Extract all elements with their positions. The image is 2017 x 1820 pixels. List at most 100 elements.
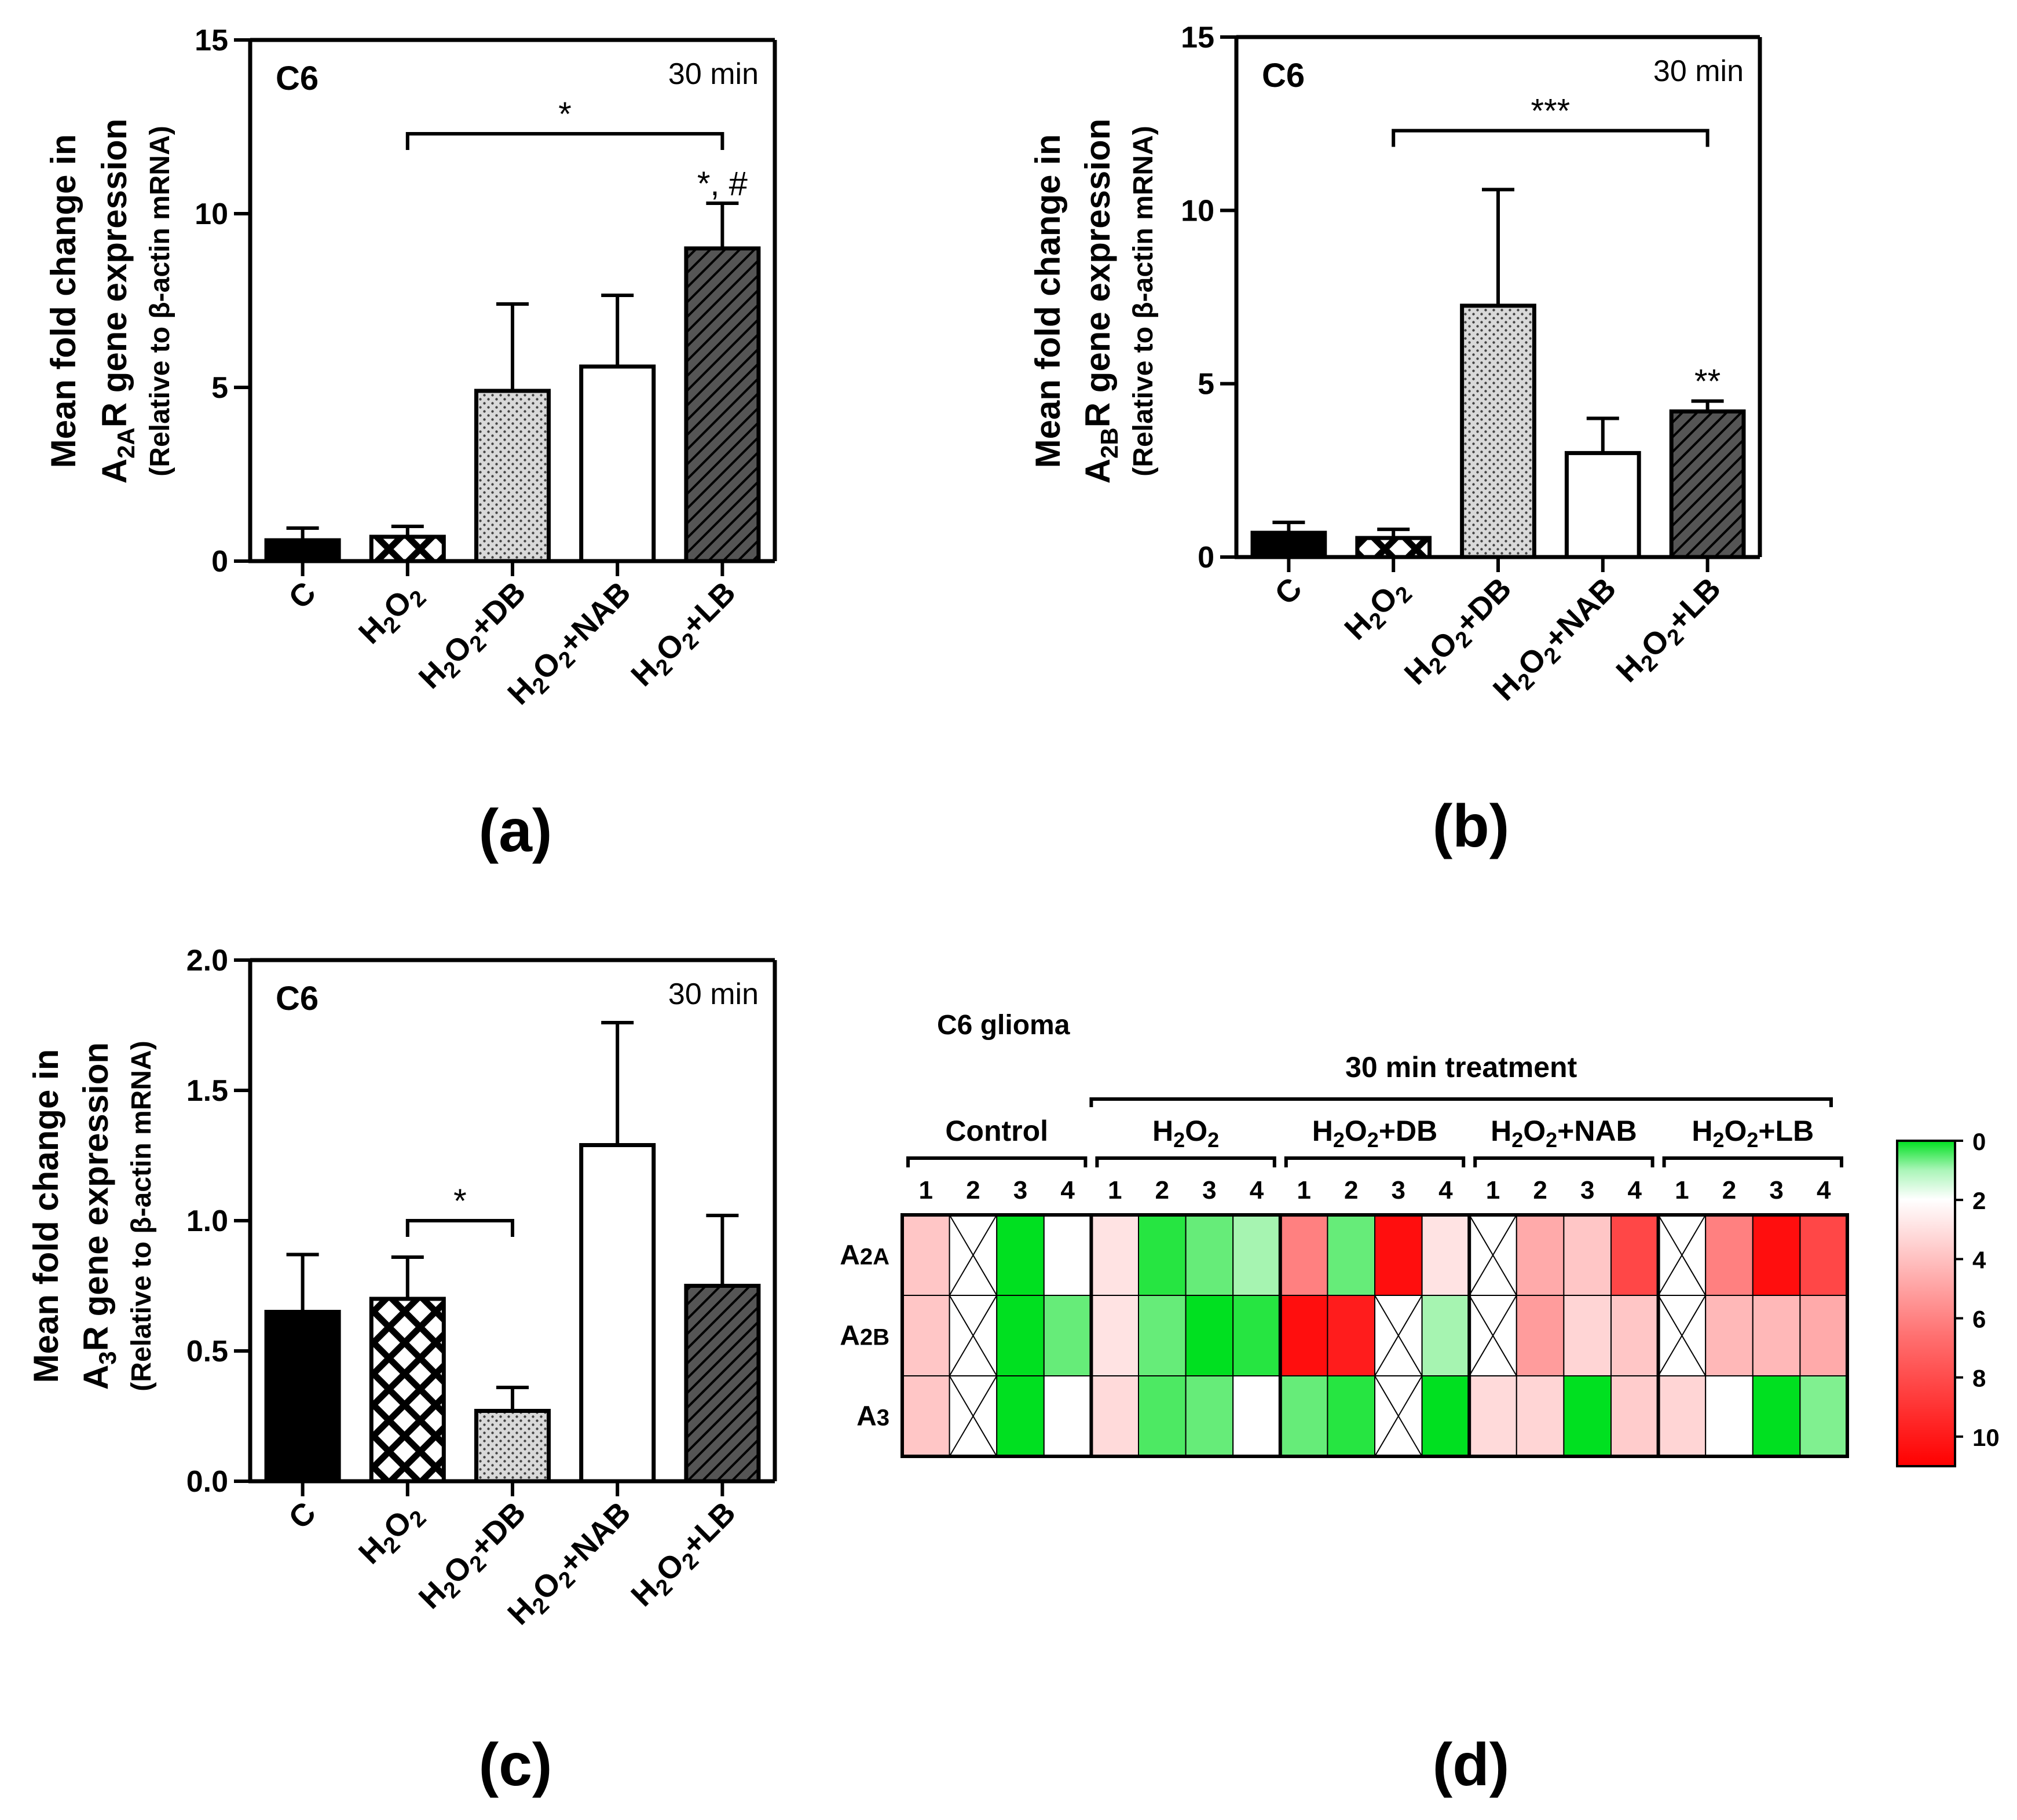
missing-cross [949,1214,998,1296]
super-group-bracket [1089,1097,1833,1107]
heatmap-cell [1279,1295,1328,1376]
color-scale-label: 10 [1972,1424,2000,1451]
heatmap-cell [1279,1214,1328,1296]
y-tick-label: 10 [1181,194,1214,228]
missing-cross [1657,1214,1707,1296]
bar [1250,530,1327,559]
replicate-label: 2 [1722,1176,1736,1204]
missing-cross [1469,1214,1517,1296]
label-mid: O [1345,1115,1367,1147]
label-main: H [1152,1115,1173,1147]
y-axis-label-line2: A2AR gene expression [95,119,140,484]
time-label: 30 min [668,977,759,1011]
y-tick-label: 5 [211,371,228,405]
heatmap-cell [1469,1375,1517,1457]
label-sub: 2 [1173,1128,1185,1152]
missing-cross [949,1375,998,1457]
heatmap-cell [1752,1295,1801,1376]
row-label-main: A [856,1401,877,1432]
heatmap-frame [900,1213,1849,1458]
missing-cross [949,1295,998,1376]
heatmap-cell [1799,1214,1848,1296]
bar [579,364,656,563]
heatmap-cell [1563,1214,1612,1296]
replicate-label: 4 [1628,1176,1642,1204]
label-rest: +NAB [552,575,637,660]
x-tick-label: C [282,575,323,616]
replicate-label: 3 [1769,1176,1783,1204]
replicate-label: 1 [1297,1176,1310,1204]
label-mid: O [1724,1115,1747,1147]
y-axis-label-line2: A2BR gene expression [1078,119,1123,484]
bar [1669,409,1746,559]
y-tick-label: 15 [195,24,228,57]
x-tick-label: H2O2+LB [1609,571,1731,693]
heatmap-cell [1421,1214,1470,1296]
x-tick-label: C [282,1495,323,1536]
label-main: C [1268,571,1309,611]
group-bracket [906,1156,1088,1167]
ylabel-main: A [1078,459,1117,484]
replicate-label: 1 [1108,1176,1122,1204]
replicate-label: 3 [1202,1176,1216,1204]
ylabel-sub: 3 [94,1351,121,1364]
replicate-label: 2 [1344,1176,1358,1204]
replicate-label: 4 [1060,1176,1075,1204]
row-label-sub: 2A [860,1244,889,1270]
color-scale-label: 8 [1972,1365,1986,1392]
replicate-label: 1 [1486,1176,1500,1204]
heatmap-cell [1563,1375,1612,1457]
heatmap-cell [902,1214,950,1296]
replicate-label: 4 [1250,1176,1264,1204]
label-mid: O [1185,1115,1207,1147]
y-tick-label: 0.5 [186,1335,228,1368]
label-main: C [282,575,323,616]
heatmap-cell [996,1295,1045,1376]
color-scale-label: 4 [1972,1246,1986,1273]
heatmap-cell [1043,1295,1092,1376]
y-axis-label-line1: Mean fold change in [44,134,83,468]
y-tick-label: 2.0 [186,944,228,977]
x-tick-label: H2O2+LB [624,575,746,697]
label-sub: 2 [1333,1128,1345,1152]
group-label: H2O2+LB [1692,1115,1814,1152]
group-bracket [1095,1156,1276,1167]
heatmap-cell [1090,1295,1140,1376]
label-main: H [1312,1115,1333,1147]
heatmap-cell [1138,1375,1187,1457]
label-main: Control [945,1115,1048,1147]
bar [684,1284,761,1484]
heatmap-cell [1657,1375,1707,1457]
bar [369,534,446,563]
heatmap-cell [1232,1375,1281,1457]
x-tick-label: H2O2+LB [624,1495,746,1617]
ylabel-main: A [95,459,134,484]
cell-line-label: C6 [1262,57,1305,94]
y-tick-label: 1.5 [186,1074,228,1108]
replicate-label: 4 [1438,1176,1453,1204]
heatmap-cell [1232,1214,1281,1296]
heatmap-cell [1705,1214,1754,1296]
x-tick-label: H2O2 [352,1495,431,1574]
significance-bracket [405,1219,514,1237]
color-scale-label: 2 [1972,1187,1986,1214]
replicate-label: 2 [1155,1176,1169,1204]
y-tick-label: 15 [1181,21,1214,54]
significance-label: * [453,1182,467,1220]
label-main: H [1491,1115,1511,1147]
panel-label: (d) [1433,1731,1510,1799]
bar [579,1143,656,1484]
replicate-label: 3 [1580,1176,1594,1204]
heatmap-cell [1421,1295,1470,1376]
label-sub: 2 [1546,1128,1557,1152]
heatmap-cell [1610,1214,1659,1296]
ylabel-sub: 2B [1096,427,1123,459]
y-axis-label-line3: (Relative to β-actin mRNA) [145,126,175,476]
bar [264,1310,341,1484]
panel-c: 0.00.51.01.52.0CH2O2H2O2+DBH2O2+NABH2O2+… [27,944,777,1799]
missing-cross [1374,1295,1423,1376]
heatmap-cell [902,1295,950,1376]
panel-label: (a) [478,797,552,865]
